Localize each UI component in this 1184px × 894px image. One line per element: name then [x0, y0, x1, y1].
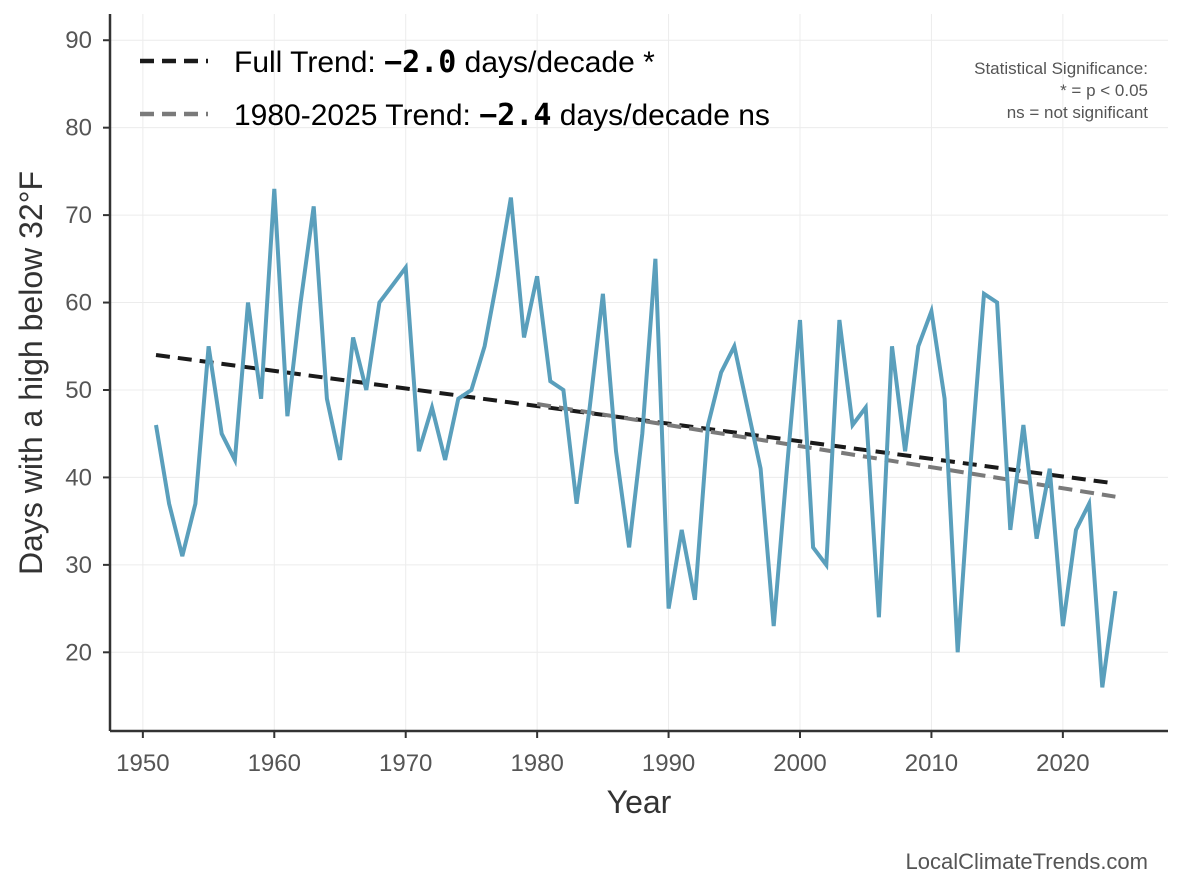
- y-axis-title: Days with a high below 32°F: [13, 171, 49, 575]
- legend: Full Trend: −2.0 days/decade * 1980-2025 …: [140, 45, 770, 133]
- y-tick-label: 70: [65, 202, 92, 229]
- trend-lines: [155, 353, 1116, 499]
- x-tick-label: 1950: [116, 750, 169, 777]
- x-tick-label: 2010: [905, 750, 958, 777]
- legend-label: Full Trend: −2.0 days/decade *: [234, 45, 655, 80]
- source-credit: LocalClimateTrends.com: [906, 849, 1149, 874]
- x-tick-label: 1960: [248, 750, 301, 777]
- significance-line: Statistical Significance:: [974, 59, 1148, 78]
- x-axis-title: Year: [607, 784, 672, 820]
- tick-labels: 1950 1960 1970 1980 1990 2000 2010 202020304050…: [65, 27, 1089, 777]
- observed-days-line: [154, 188, 1118, 688]
- axes: [103, 14, 1168, 738]
- x-tick-label: 2000: [773, 750, 826, 777]
- y-tick-label: 30: [65, 552, 92, 579]
- y-tick-label: 60: [65, 290, 92, 317]
- x-tick-label: 1980: [510, 750, 563, 777]
- significance-line: ns = not significant: [1007, 103, 1149, 122]
- legend-label: 1980-2025 Trend: −2.4 days/decade ns: [234, 98, 770, 133]
- full-trend-line: [155, 353, 1116, 486]
- y-tick-label: 80: [65, 115, 92, 142]
- y-tick-label: 50: [65, 377, 92, 404]
- recent-trend-line: [536, 402, 1116, 499]
- data-series: [154, 188, 1118, 688]
- x-tick-label: 1990: [642, 750, 695, 777]
- significance-note: Statistical Significance: * = p < 0.05 ns …: [974, 59, 1148, 122]
- significance-line: * = p < 0.05: [1060, 81, 1148, 100]
- y-tick-label: 40: [65, 464, 92, 491]
- x-tick-label: 2020: [1036, 750, 1089, 777]
- x-tick-label: 1970: [379, 750, 432, 777]
- y-tick-label: 90: [65, 27, 92, 54]
- y-tick-label: 20: [65, 639, 92, 666]
